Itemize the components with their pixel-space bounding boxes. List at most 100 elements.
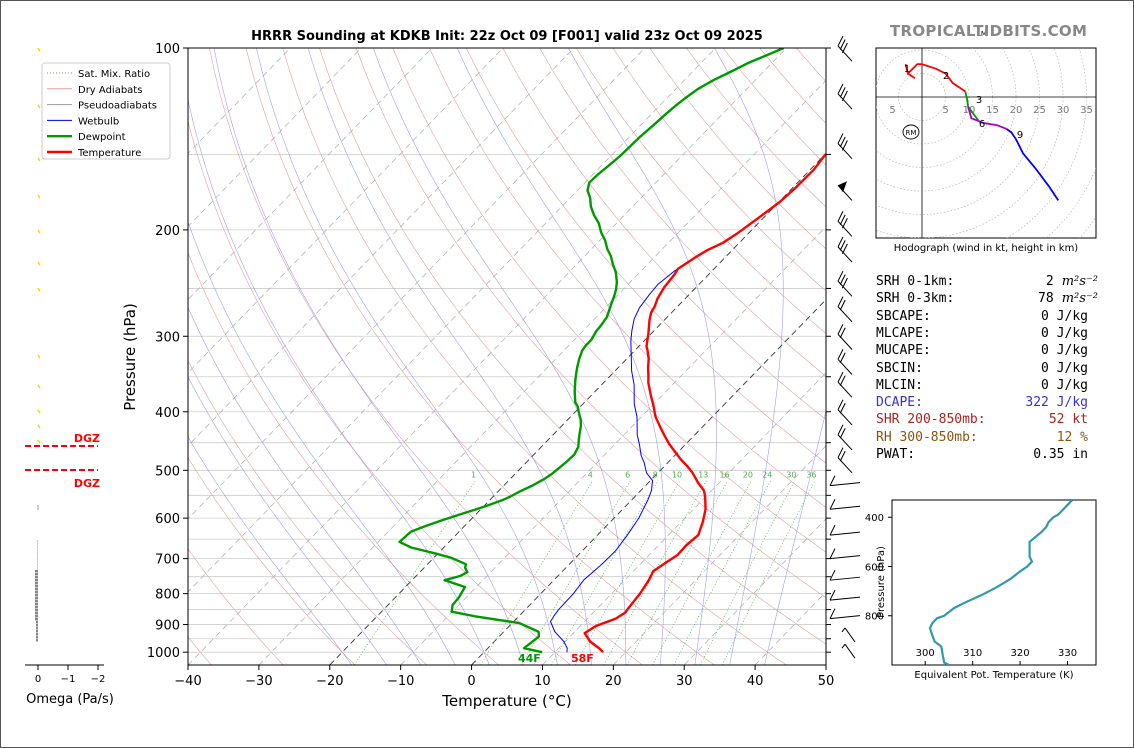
hodograph-ring-label: 20 (1010, 105, 1023, 116)
theta-e-y-label: Pressure (hPa) (876, 546, 887, 618)
omega-bar (35, 570, 38, 573)
hodograph-height-label: 3 (976, 95, 982, 106)
index-label: MLCAPE: (876, 325, 931, 341)
pseudoadiabat (568, 48, 717, 665)
wind-barb (837, 35, 853, 62)
index-value: 2 m²s⁻² (1046, 274, 1098, 289)
wind-barb (841, 627, 856, 643)
omega-bar (36, 624, 38, 627)
index-label: PWAT: (876, 447, 916, 462)
index-value: 322 J/kg (1025, 395, 1088, 411)
hodograph-height-label: 2 (943, 71, 949, 82)
index-row: SBCAPE: 0 J/kg (876, 309, 1106, 326)
theta-e-line (928, 500, 1074, 665)
omega-bar (36, 627, 38, 630)
wind-barb (829, 499, 861, 510)
index-row: SHR 200-850mb: 52 kt (876, 412, 1106, 429)
theta-e-x-tick-label: 310 (963, 648, 982, 659)
pseudoadiabat (307, 48, 592, 665)
pseudoadiabat (188, 376, 387, 665)
omega-bar (35, 597, 38, 600)
mixing-ratio-label: 6 (625, 471, 630, 480)
wind-barb (837, 349, 853, 375)
omega-bar (37, 439, 41, 444)
theta-e-x-tick-label: 300 (916, 648, 935, 659)
brand-watermark: TROPICALTIDBITS.COM (890, 22, 1088, 40)
isotherm (683, 518, 826, 665)
theta-e-x-tick-label: 320 (1011, 648, 1030, 659)
isotherm (471, 298, 826, 665)
dry-adiabat (576, 48, 826, 334)
mixing-ratio-label: 13 (698, 471, 708, 480)
omega-bar (37, 104, 41, 109)
omega-bar (37, 540, 38, 543)
x-tick-label: 0 (467, 674, 475, 689)
omega-tick-label: −1 (61, 674, 76, 685)
hodograph-trace (967, 106, 1007, 130)
omega-panel: 0 −1 −2 DGZ DGZ (25, 47, 105, 685)
dry-adiabat (429, 48, 826, 508)
y-tick-label: 900 (155, 619, 180, 634)
omega-bar (35, 588, 38, 591)
theta-e-y-tick-label: 800 (865, 612, 884, 623)
omega-bar (35, 576, 38, 579)
theta-e-x-tick-label: 330 (1058, 648, 1077, 659)
mixing-ratio-line (626, 480, 729, 665)
pseudoadiabat (256, 48, 558, 665)
x-tick-label: 30 (676, 674, 693, 689)
dry-adiabat (465, 48, 826, 464)
mixing-ratio-label: 20 (743, 471, 753, 480)
omega-bar (37, 157, 41, 162)
omega-bar (35, 618, 38, 621)
mixing-ratio-line (550, 480, 659, 665)
dry-adiabat (188, 251, 499, 665)
omega-bar (35, 600, 38, 603)
index-value: 0 J/kg (1041, 377, 1088, 393)
omega-bar (37, 409, 41, 414)
mixing-ratio-line (353, 480, 476, 665)
omega-bar (35, 591, 38, 594)
omega-bar (37, 424, 41, 429)
theta-e-y-tick-label: 600 (865, 562, 884, 573)
isotherm (613, 445, 826, 665)
pseudoadiabat (188, 220, 456, 665)
x-tick-label: 20 (605, 674, 622, 689)
skew-t-axes-frame (187, 47, 827, 666)
mixing-ratio-label: 16 (719, 471, 729, 480)
hodograph-trace (904, 63, 966, 93)
wind-barbs (829, 35, 861, 659)
omega-bar (36, 636, 38, 639)
wind-barb (837, 296, 853, 323)
omega-bar (36, 639, 38, 642)
wind-barb (837, 181, 853, 201)
mixing-ratio-label: 1 (471, 471, 476, 480)
y-tick-label: 500 (155, 464, 180, 479)
temperature-line (583, 152, 826, 654)
hodograph-height-label: 1 (904, 64, 910, 75)
wind-barb (829, 589, 861, 601)
wind-barb (837, 399, 853, 426)
hodograph-ring-label: 5 (942, 105, 948, 116)
wind-barb (829, 569, 861, 581)
index-row: SRH 0-1km: 2 m²s⁻² (876, 274, 1106, 291)
mixing-ratio-label: 36 (806, 471, 816, 480)
index-number: 78 (1038, 291, 1054, 307)
isotherm (188, 48, 716, 593)
index-label: SRH 0-1km: (876, 274, 955, 289)
index-value: 0 J/kg (1041, 360, 1088, 376)
x-tick-label: 50 (818, 674, 835, 689)
chart-title: HRRR Sounding at KDKB Init: 22z Oct 09 [… (251, 29, 763, 44)
index-row: RH 300-850mb: 12 % (876, 430, 1106, 447)
dry-adiabat (539, 48, 826, 377)
dry-adiabat (188, 548, 284, 665)
hodograph-frame (875, 47, 1097, 239)
dry-adiabat (245, 48, 715, 665)
hodograph-ring-label: 30 (1057, 105, 1070, 116)
mixing-ratio-line (603, 480, 707, 665)
wind-barb (837, 83, 853, 110)
omega-bar (37, 261, 41, 266)
mixing-ratio-label: 24 (762, 471, 772, 480)
wind-barb (829, 524, 861, 536)
